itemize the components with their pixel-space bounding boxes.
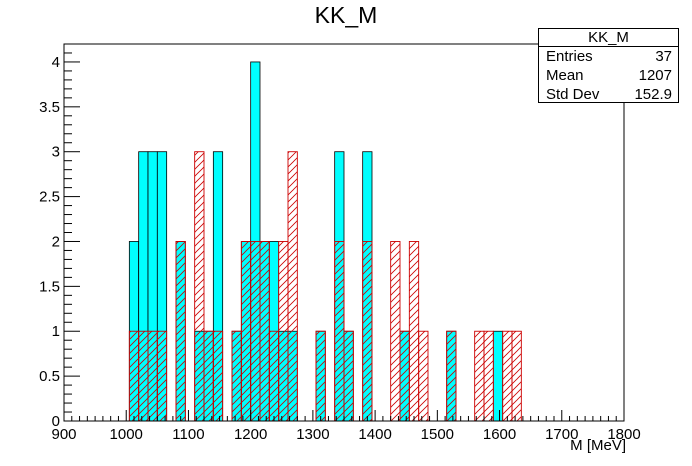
x-tick-label: 1400	[358, 426, 391, 443]
stats-label: Mean	[546, 67, 584, 84]
bar-hatched	[231, 330, 242, 422]
bar-hatched	[287, 151, 298, 422]
chart-title: KK_M	[314, 2, 378, 28]
bar-hatched	[203, 330, 214, 422]
bar-hatched	[511, 330, 522, 422]
y-tick-label: 2	[52, 233, 60, 250]
x-tick-label: 1800	[607, 426, 640, 443]
y-tick-label: 1.5	[39, 278, 60, 295]
y-tick-label: 0	[52, 413, 60, 430]
stats-value: 37	[655, 48, 672, 65]
stats-label: Entries	[546, 48, 593, 65]
bar-hatched	[240, 241, 252, 422]
x-tick-label: 1300	[296, 426, 329, 443]
stats-value: 1207	[638, 67, 672, 84]
bar-hatched	[343, 330, 354, 422]
y-tick-label: 1	[52, 323, 60, 340]
y-tick-label: 3	[52, 144, 60, 161]
bar-hatched	[259, 241, 270, 422]
x-tick-label: 1000	[110, 426, 143, 443]
x-tick-label: 1700	[545, 426, 578, 443]
stats-value: 152.9	[634, 86, 672, 103]
bar-filled	[492, 330, 504, 422]
bar-hatched	[250, 241, 261, 422]
y-tick-label: 0.5	[39, 368, 60, 385]
bar-hatched	[334, 241, 345, 422]
bar-hatched	[418, 330, 429, 422]
bar-hatched	[474, 330, 485, 422]
axes: 900 1000 1100 1200 1300 1400 1500 1600 1700 1800 0…	[39, 43, 641, 443]
y-tick-label: 3.5	[39, 99, 60, 116]
y-tick-label: 4	[52, 54, 60, 71]
bar-hatched	[138, 330, 149, 422]
bar-hatched	[446, 330, 457, 422]
bar-hatched	[399, 330, 410, 422]
bar-hatched	[483, 330, 494, 422]
x-tick-label: 1100	[172, 426, 204, 443]
bar-hatched	[212, 330, 224, 422]
x-tick-label: 1200	[234, 426, 267, 443]
bar-hatched	[362, 241, 373, 422]
bar-hatched	[390, 241, 401, 422]
x-tick-label: 900	[51, 426, 76, 443]
x-axis-label: M [MeV]	[570, 437, 626, 454]
bar-hatched	[175, 241, 186, 422]
stats-row-mean: Mean 1207	[539, 66, 678, 85]
bar-hatched	[408, 241, 420, 422]
x-tick-label: 1500	[421, 426, 454, 443]
stats-row-stddev: Std Dev 152.9	[539, 85, 678, 104]
bar-hatched	[194, 151, 205, 422]
stats-row-entries: Entries 37	[539, 47, 678, 66]
stats-box: KK_M Entries 37 Mean 1207 Std Dev 152.9	[538, 28, 679, 103]
bar-hatched	[315, 330, 326, 422]
bar-hatched	[128, 330, 140, 422]
bar-hatched	[268, 330, 280, 422]
stats-header: KK_M	[539, 29, 678, 47]
bar-hatched	[278, 241, 289, 422]
bar-hatched	[156, 330, 168, 422]
bar-hatched	[147, 330, 158, 422]
series-hatched	[128, 151, 522, 422]
x-tick-label: 1600	[483, 426, 516, 443]
stats-label: Std Dev	[546, 86, 600, 103]
y-tick-label: 2.5	[39, 189, 60, 206]
bar-hatched	[502, 330, 513, 422]
